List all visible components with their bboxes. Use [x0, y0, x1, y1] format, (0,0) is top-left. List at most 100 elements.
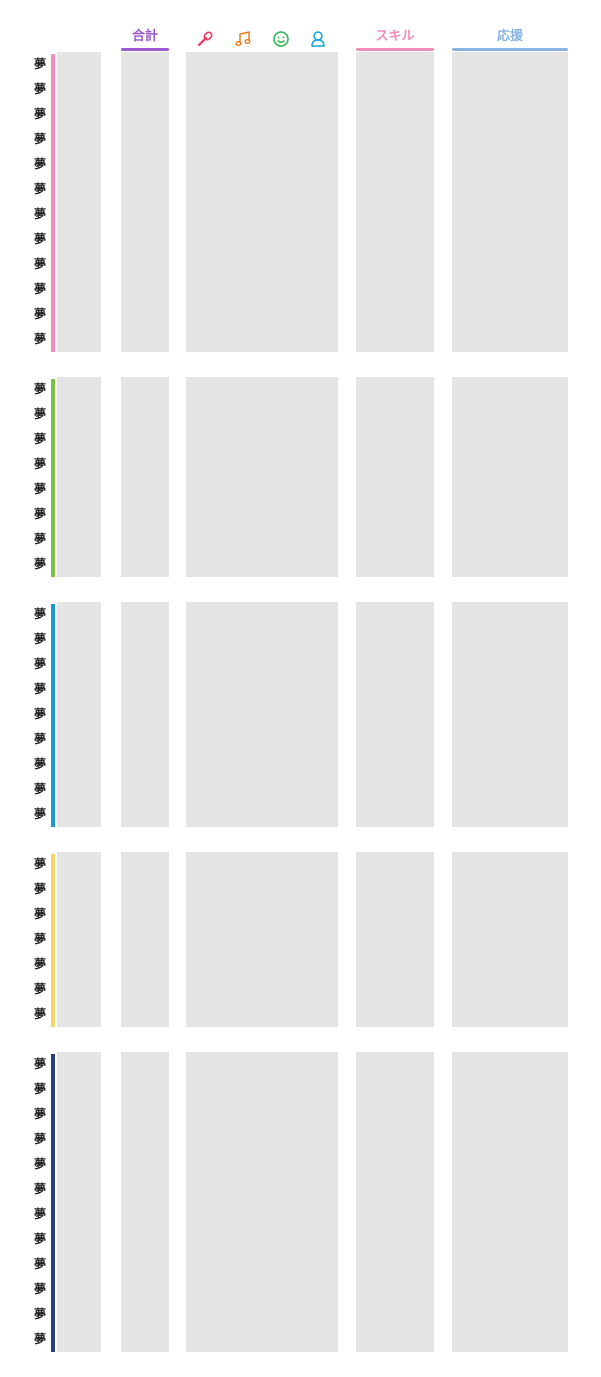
table-row[interactable]: 夢篠崎1600282511518289Aバ 11%村山バ 10%: [0, 202, 601, 227]
table-row[interactable]: 夢坂口1600267533587213バ 31%高橋音バ 10%: [0, 1227, 601, 1252]
table-row[interactable]: 夢佐藤美1600535215265585ス 31%横山結ス 10%: [0, 302, 601, 327]
row-underline: [356, 777, 434, 802]
table-row[interactable]: 夢長友1600262582218538ダ 31%岩立ダ 10%: [0, 402, 601, 427]
table-row[interactable]: 夢馬1600234566246554ダ 31%小田ダ 10%: [0, 877, 601, 902]
table-row[interactable]: 夢込山1600530270590210バ 31%行天バ 10%: [0, 452, 601, 477]
row-underline: [121, 627, 169, 652]
table-row[interactable]: 夢高橋音16002065942745268ダ 11%濱ダ 10%: [0, 1102, 601, 1127]
dream-mark: 夢: [34, 257, 47, 271]
row-underline: [186, 877, 338, 902]
table-row[interactable]: 夢横山結1600526206274594ス 31%佐藤妃ス 10%: [0, 1327, 601, 1352]
row-underline: [452, 152, 568, 177]
table-row[interactable]: 夢茂木1600535585265215ダ 31%行天ダ 10%: [0, 427, 601, 452]
row-underline: [452, 952, 568, 977]
table-row[interactable]: 夢久保1600301499179621ス 31%吉川ス 10%: [0, 777, 601, 802]
row-underline: [452, 927, 568, 952]
dream-mark: 夢: [34, 557, 47, 571]
table-row[interactable]: 夢谷口1600509189291611ス 31%田口ス 10%: [0, 802, 601, 827]
row-underline: [356, 602, 434, 627]
table-row[interactable]: 夢十夢1600504296184616ス 31%行天ス 10%: [0, 552, 601, 577]
row-underline: [57, 327, 101, 352]
table-row[interactable]: 夢稲垣16002942875135064バ 11%坂口バ 10%: [0, 902, 601, 927]
table-row[interactable]: 夢向井地1600506186614294バ 31%小田バ 10%: [0, 227, 601, 252]
row-underline: [452, 252, 568, 277]
table-row[interactable]: 夢大西16005785422582228歌 11%岡部歌 10%: [0, 1052, 601, 1077]
row-underline: [356, 152, 434, 177]
table-row[interactable]: 夢佐藤妃16002782845165224ス 11%大西ス 10%: [0, 977, 601, 1002]
row-underline: [186, 702, 338, 727]
table-row[interactable]: 夢岡田1600310490630170バ 31%濱バ 10%: [0, 952, 601, 977]
table-row[interactable]: 夢岩立1600621179499301歌 31%吉川歌 10%: [0, 602, 601, 627]
row-underline: [452, 677, 568, 702]
table-row[interactable]: 夢下尾1600514606194286ダ 31%坂口ダ 10%: [0, 1177, 601, 1202]
table-row[interactable]: 夢柏木1600306174626494バ 31%佐藤妃バ 10%: [0, 727, 601, 752]
table-row[interactable]: 夢岡部1600597203277523歌 31%大西歌 10%: [0, 1077, 601, 1102]
row-underline: [121, 677, 169, 702]
row-underline: [452, 377, 568, 402]
table-row[interactable]: 夢田口1600208528272592ス 31%横山結ス 10%: [0, 327, 601, 352]
table-row[interactable]: 夢山根1600518282275525Aス 11%向井地ス 10%: [0, 252, 601, 277]
table-row[interactable]: 夢湯本1600267533587213バ 31%久保バ 10%: [0, 502, 601, 527]
row-underline: [186, 902, 338, 927]
skill-column-header: スキル: [356, 28, 434, 52]
table-row[interactable]: 夢鈴木1600262544538256Aダ 11%高橋音ダ 10%: [0, 127, 601, 152]
dancer-icon: [311, 31, 325, 47]
table-row[interactable]: 夢小栗1600313633487167ダ 31%坂口ダ 10%: [0, 1127, 601, 1152]
row-underline: [356, 77, 434, 102]
table-row[interactable]: 夢宮崎1600599201279521歌 31%横山結歌 10%: [0, 102, 601, 127]
row-underline: [121, 552, 169, 577]
table-row[interactable]: 夢加藤1600191289511609ス 31%行天ス 10%: [0, 277, 601, 302]
table-row[interactable]: 夢西川1600604284516196歌 31%大西歌 10%: [0, 77, 601, 102]
row-underline: [356, 752, 434, 777]
dream-mark: 夢: [34, 1082, 47, 1096]
table-row[interactable]: 夢小麟1600203277597523バ 31%浅井バ 10%: [0, 477, 601, 502]
row-underline: [452, 702, 568, 727]
row-underline: [57, 227, 101, 252]
table-row[interactable]: 夢大盛1600614506294186歌 31%濱歌 10%: [0, 627, 601, 652]
dream-mark: 夢: [34, 757, 47, 771]
table-row[interactable]: 夢横山由1600194606514286ダ 31%岡田ダ 10%: [0, 177, 601, 202]
table-row[interactable]: 夢大家1600246561239554ダ 31%大西ダ 10%: [0, 652, 601, 677]
row-underline: [121, 177, 169, 202]
row-underline: [452, 277, 568, 302]
row-underline: [452, 327, 568, 352]
row-underline: [356, 127, 434, 152]
row-underline: [57, 152, 101, 177]
row-underline: [57, 502, 101, 527]
dream-mark: 夢: [34, 1132, 47, 1146]
row-underline: [121, 1302, 169, 1327]
table-row[interactable]: 夢小田1600165635315485ダ 31%佐々木ダ 10%: [0, 1152, 601, 1177]
table-row[interactable]: 夢村山1600638162482318歌 31%岩立歌 10%: [0, 852, 601, 877]
table-row[interactable]: 夢行天16005232772705308ス 11%佐藤妃ス 10%: [0, 1277, 601, 1302]
table-row[interactable]: 夢山内1600494306174626ス 31%安田ス 10%: [0, 1002, 601, 1027]
table-row[interactable]: 夢中西1600540580260220ダ 31%吉川ダ 10%: [0, 677, 601, 702]
row-underline: [57, 202, 101, 227]
row-underline: [356, 227, 434, 252]
row-underline: [57, 427, 101, 452]
dream-mark: 夢: [34, 382, 47, 396]
dream-mark: 夢: [34, 1282, 47, 1296]
row-underline: [57, 377, 101, 402]
table-row[interactable]: 夢吉川16002445505562508バ 11%山根バ 10%: [0, 1202, 601, 1227]
total-header-label: 合計: [131, 29, 158, 44]
row-underline: [186, 652, 338, 677]
table-row[interactable]: 夢道枝1600227573253547ダ 31%小田ダ 10%: [0, 152, 601, 177]
table-row[interactable]: 夢千葉1600599521201279歌 31%濱歌 10%: [0, 52, 601, 77]
table-row[interactable]: 夢倉野尾1600303177497623ス 31%浅井ス 10%: [0, 1302, 601, 1327]
table-row[interactable]: 夢濱1600279201599521バ 31%小麟バ 10%: [0, 1252, 601, 1277]
row-underline: [57, 1302, 101, 1327]
row-underline: [57, 527, 101, 552]
row-underline: [186, 677, 338, 702]
row-underline: [186, 502, 338, 527]
table-row[interactable]: 夢福岡1600172492628308バ 31%佐々木バ 10%: [0, 752, 601, 777]
dream-mark: 夢: [34, 1207, 47, 1221]
dream-mark: 夢: [34, 307, 47, 321]
table-row[interactable]: 夢佐々木1600535215585265Bバ 11%中西バ 10%: [0, 702, 601, 727]
table-row[interactable]: 夢浅井1600528208592272バ 31%横山結バ 10%: [0, 927, 601, 952]
unit-group: 夢村山1600638162482318歌 31%岩立歌 10%夢馬1600234…: [0, 852, 601, 1027]
dream-mark: 夢: [34, 407, 47, 421]
row-underline: [186, 1202, 338, 1227]
table-row[interactable]: 夢安田1600274526268532Kス 11%倉野尾ス 10%: [0, 527, 601, 552]
table-row[interactable]: 夢市川1600609289511191歌 31%大家歌 10%: [0, 377, 601, 402]
row-underline: [186, 77, 338, 102]
